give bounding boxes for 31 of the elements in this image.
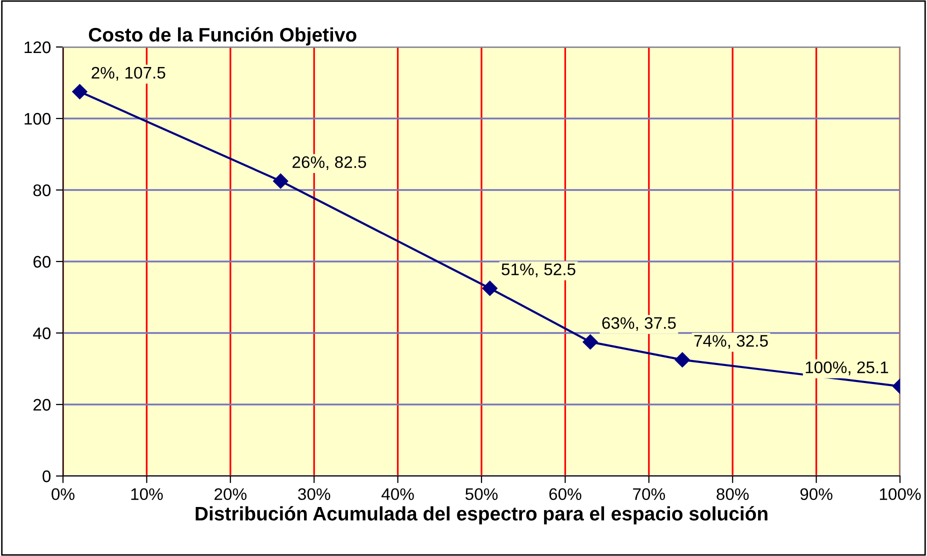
point	[72, 84, 88, 100]
data-label: 2%, 107.5	[92, 66, 166, 81]
y-tick-label: 100	[24, 112, 51, 125]
y-tick-label: 0	[42, 470, 51, 482]
x-tick-label: 80%	[716, 488, 749, 500]
x-tick-label: 60%	[549, 488, 582, 500]
point	[273, 173, 288, 189]
x-tick-label: 40%	[382, 488, 414, 500]
x-tick-label: 50%	[465, 488, 498, 500]
point	[674, 352, 690, 368]
y-tick-label: 80	[33, 184, 51, 196]
data-label: 26%, 82.5	[292, 156, 366, 170]
y-tick-label: 20	[33, 398, 51, 411]
data-label: 100%, 25.1	[806, 361, 888, 376]
x-tick-label: 10%	[131, 488, 163, 500]
data-label: 51%, 52.5	[502, 263, 576, 278]
data-label: 63%, 37.5	[602, 317, 676, 331]
data-label: 74%, 32.5	[694, 334, 768, 349]
x-tick-label: 20%	[214, 488, 246, 500]
y-tick-label: 40	[33, 327, 51, 340]
chart-title: Costo de la Función Objetivo	[88, 27, 356, 46]
x-tick-label: 30%	[298, 488, 330, 500]
x-tick-label: 70%	[633, 488, 665, 500]
y-tick-label: 120	[24, 41, 51, 54]
x-tick-label: 100%	[880, 488, 921, 500]
point	[582, 334, 598, 350]
point	[482, 280, 498, 296]
x-axis-title: Distribución Acumulada del espectro para el espacio solución	[196, 506, 768, 524]
y-tick-label: 60	[34, 256, 51, 268]
x-tick-label: 90%	[800, 488, 832, 500]
x-tick-label: 0%	[52, 488, 74, 500]
